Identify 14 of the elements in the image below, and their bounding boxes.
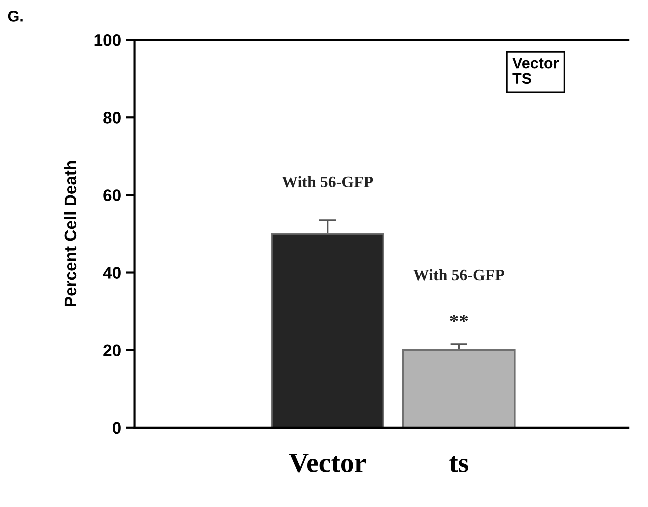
y-tick-label: 40: [103, 267, 121, 279]
y-tick-label: 20: [104, 344, 121, 357]
annotation: Vector TS: [512, 58, 559, 84]
y-tick-label: 0: [112, 422, 121, 434]
text: G.: [8, 11, 23, 22]
y-tick-label: 60: [104, 190, 121, 202]
annotation: **: [450, 315, 468, 322]
annotation: With 56-GFP: [282, 176, 374, 188]
x-tick-label: Vector: [289, 454, 366, 473]
annotation: With 56-GFP: [414, 269, 504, 281]
y-tick-label: 100: [94, 34, 121, 46]
y-tick-label: 80: [104, 112, 121, 124]
x-tick-label: ts: [450, 456, 469, 472]
y-axis-title: Percent Cell Death: [64, 161, 77, 306]
